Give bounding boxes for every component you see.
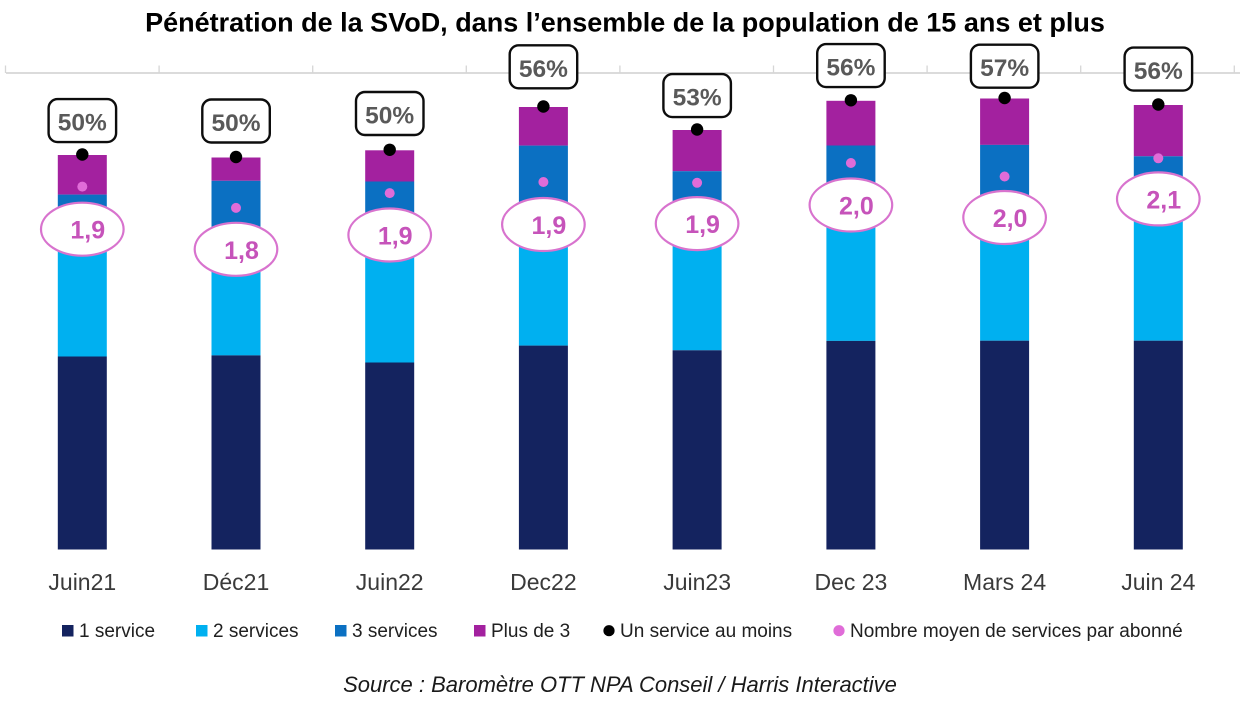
svg-text:1,9: 1,9 — [70, 217, 105, 245]
svg-text:Source : Baromètre OTT NPA Con: Source : Baromètre OTT NPA Conseil / Har… — [343, 672, 897, 697]
svg-text:Plus de 3: Plus de 3 — [491, 621, 570, 642]
svg-text:2,1: 2,1 — [1146, 186, 1181, 214]
svg-text:50%: 50% — [365, 103, 414, 130]
svg-text:Déc21: Déc21 — [203, 569, 269, 595]
svg-text:1,8: 1,8 — [224, 237, 259, 265]
svg-text:57%: 57% — [980, 55, 1029, 82]
svg-text:Mars 24: Mars 24 — [963, 569, 1046, 595]
svg-text:56%: 56% — [826, 55, 875, 82]
svg-text:56%: 56% — [1134, 58, 1183, 85]
svg-text:56%: 56% — [519, 56, 568, 83]
svg-text:Juin22: Juin22 — [356, 569, 424, 595]
svg-text:53%: 53% — [673, 85, 722, 112]
svg-text:1,9: 1,9 — [685, 211, 720, 239]
svg-text:1 service: 1 service — [79, 621, 155, 642]
svg-text:50%: 50% — [211, 110, 260, 137]
svg-text:2,0: 2,0 — [993, 205, 1028, 233]
svg-text:2 services: 2 services — [213, 621, 299, 642]
svg-text:Dec22: Dec22 — [510, 569, 576, 595]
svg-text:Juin 24: Juin 24 — [1121, 569, 1195, 595]
svg-text:Dec 23: Dec 23 — [814, 569, 887, 595]
svg-text:50%: 50% — [58, 110, 107, 137]
svg-text:Juin21: Juin21 — [48, 569, 116, 595]
svg-text:Juin23: Juin23 — [663, 569, 731, 595]
svg-text:1,9: 1,9 — [532, 212, 567, 240]
svg-text:2,0: 2,0 — [839, 193, 874, 221]
svg-text:3 services: 3 services — [352, 621, 438, 642]
svg-text:Un service au moins: Un service au moins — [620, 621, 792, 642]
svg-text:Pénétration de la SVoD, dans l: Pénétration de la SVoD, dans l’ensemble … — [145, 8, 1105, 38]
svg-text:Nombre moyen de services par a: Nombre moyen de services par abonné — [850, 621, 1183, 642]
svg-text:1,9: 1,9 — [378, 223, 413, 251]
